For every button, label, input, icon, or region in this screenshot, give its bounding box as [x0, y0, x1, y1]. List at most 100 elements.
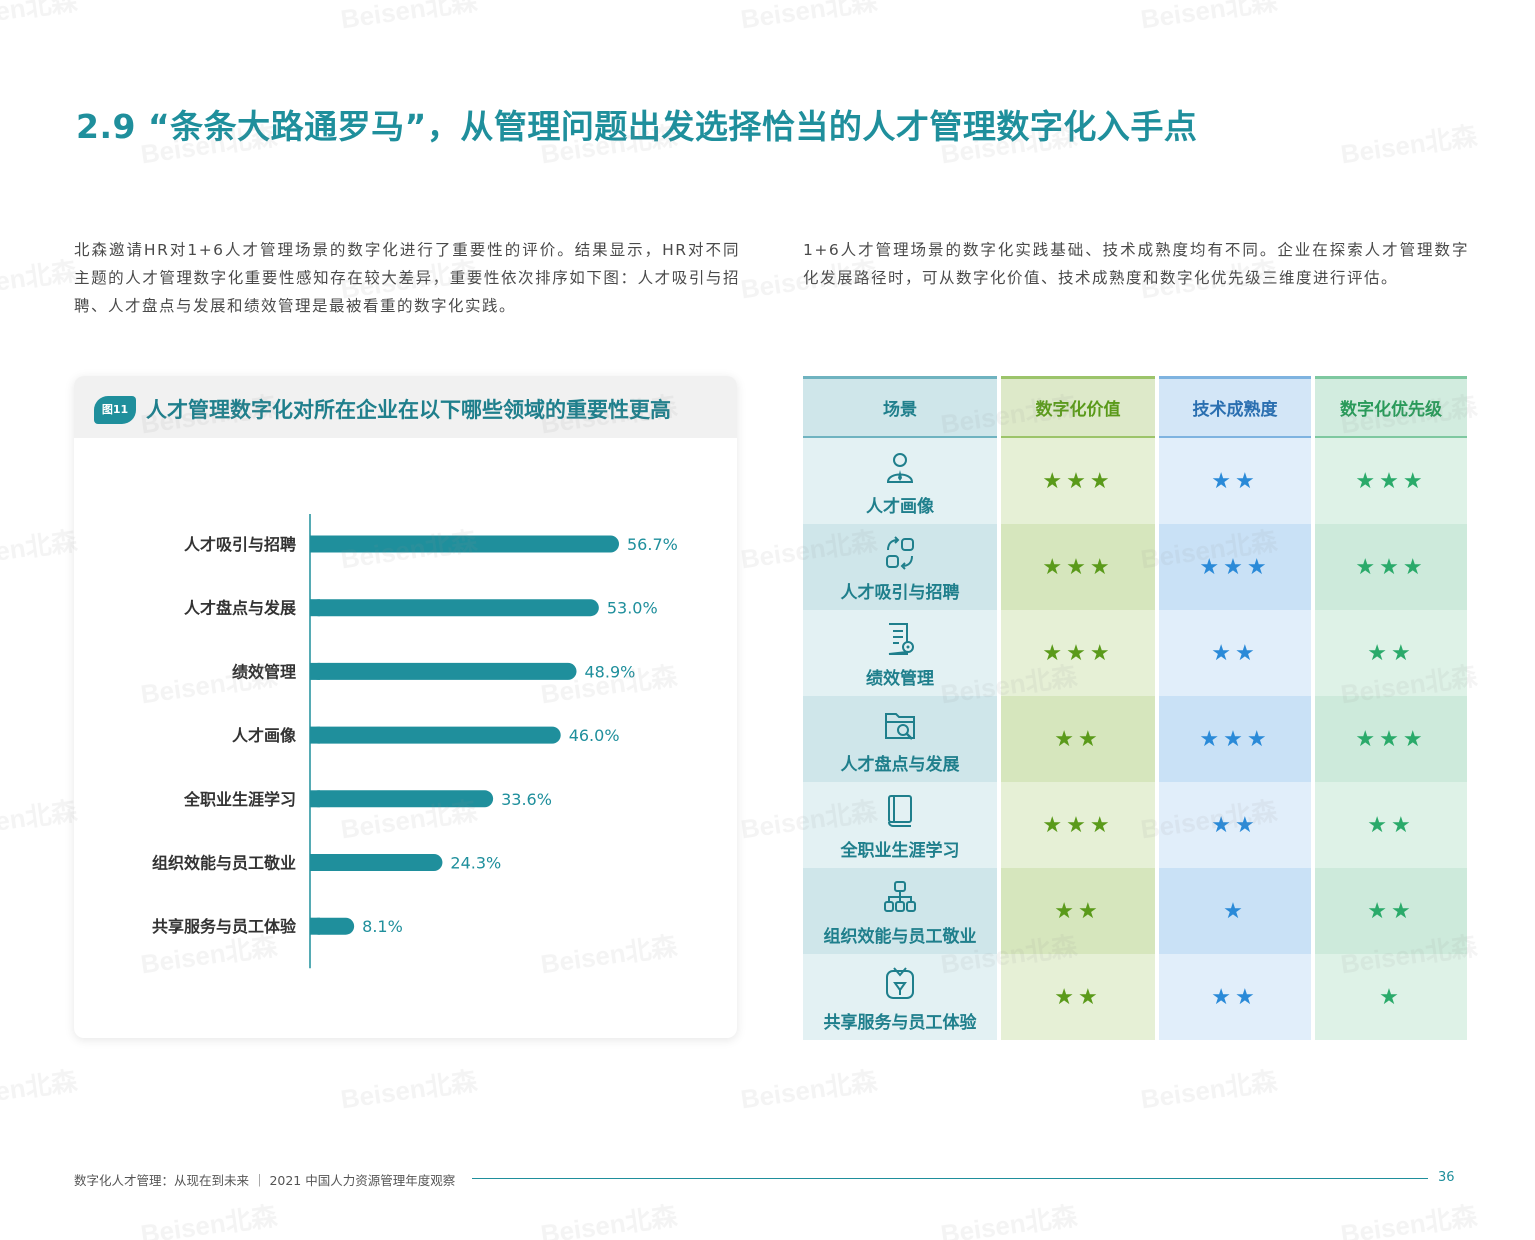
bar-chart: 人才吸引与招聘 56.7% 人才盘点与发展 53.0% 绩效管理 48.9% 人才画像 46.…: [152, 514, 678, 969]
bar: [310, 662, 577, 680]
scene-cell: 组织效能与员工敬业: [803, 868, 997, 954]
watermark-text: Beisen北森: [738, 0, 879, 35]
watermark-text: Beisen北森: [0, 255, 79, 305]
bar-category-label: 组织效能与员工敬业: [152, 854, 296, 873]
maturity-rating: ★★★: [1159, 524, 1311, 610]
person-icon: [886, 453, 914, 483]
figure-card: 图11 人才管理数字化对所在企业在以下哪些领域的重要性更高 人才吸引与招聘 56.…: [74, 376, 737, 1038]
intro-paragraph-left: 北森邀请HR对1+6人才管理场景的数字化进行了重要性的评价。结果显示，HR对不同…: [74, 241, 740, 315]
scene-cell: 人才画像: [803, 438, 997, 524]
bar-value-label: 33.6%: [501, 790, 552, 809]
scene-label: 人才吸引与招聘: [840, 583, 960, 603]
scene-label: 人才盘点与发展: [840, 755, 960, 775]
evaluation-table: 场景 人才画像 人才吸引与招聘 绩效管理 人才盘点与发展 全职业生涯学习 组织效能与员工敬业…: [803, 376, 1467, 1040]
scene-label: 全职业生涯学习: [840, 841, 960, 861]
maturity-rating: ★★: [1159, 782, 1311, 868]
maturity-rating: ★★★: [1159, 696, 1311, 782]
watermark-text: Beisen北森: [1138, 0, 1279, 35]
value-column: 数字化价值 ★★★ ★★★ ★★★ ★★ ★★★ ★★ ★★: [1001, 376, 1155, 1040]
value-rating: ★★★: [1001, 610, 1155, 696]
bar-category-label: 人才盘点与发展: [184, 599, 297, 618]
footer-text: 数字化人才管理：从现在到未来 ｜ 2021 中国人力资源管理年度观察: [74, 1173, 456, 1188]
bar-left-edge: [310, 790, 320, 808]
watermark-text: Beisen北森: [138, 1200, 279, 1240]
value-rating: ★★: [1001, 868, 1155, 954]
priority-rating: ★★: [1315, 610, 1467, 696]
bar-value-label: 46.0%: [569, 726, 620, 745]
scene-cell: 人才盘点与发展: [803, 696, 997, 782]
book-icon: [888, 795, 912, 827]
maturity-rating: ★★: [1159, 954, 1311, 1040]
bar-left-edge: [310, 726, 320, 744]
priority-rating: ★★: [1315, 868, 1467, 954]
org-chart-icon: [884, 881, 916, 912]
watermark-text: Beisen北森: [338, 1065, 479, 1115]
recruit-cycle-icon: [886, 536, 914, 570]
priority-rating: ★★★: [1315, 438, 1467, 524]
table-header-cell: 技术成熟度: [1159, 376, 1311, 438]
scene-cell: 全职业生涯学习: [803, 782, 997, 868]
value-rating: ★★★: [1001, 524, 1155, 610]
maturity-rating: ★: [1159, 868, 1311, 954]
bar-category-label: 共享服务与员工体验: [152, 917, 297, 936]
bar: [310, 535, 620, 553]
bar-category-label: 绩效管理: [232, 662, 296, 681]
value-rating: ★★★: [1001, 782, 1155, 868]
bar-value-label: 8.1%: [362, 917, 403, 936]
watermark-text: Beisen北森: [738, 1065, 879, 1115]
scene-column: 场景 人才画像 人才吸引与招聘 绩效管理 人才盘点与发展 全职业生涯学习 组织效能与员工敬业…: [803, 376, 997, 1040]
bar-left-edge: [310, 535, 320, 553]
bar: [310, 599, 599, 617]
watermark-text: Beisen北森: [338, 0, 479, 35]
watermark-text: Beisen北森: [1138, 1065, 1279, 1115]
figure-title: 人才管理数字化对所在企业在以下哪些领域的重要性更高: [146, 398, 671, 422]
scene-cell: 绩效管理: [803, 610, 997, 696]
bar-category-label: 人才吸引与招聘: [184, 535, 296, 554]
bar-value-label: 24.3%: [450, 854, 501, 873]
intro-paragraph-right: 1+6人才管理场景的数字化实践基础、技术成熟度均有不同。企业在探索人才管理数字化…: [803, 241, 1469, 287]
maturity-rating: ★★: [1159, 610, 1311, 696]
maturity-column: 技术成熟度 ★★ ★★★ ★★ ★★★ ★★ ★ ★★: [1159, 376, 1311, 1040]
watermark-text: Beisen北森: [0, 1065, 79, 1115]
maturity-rating: ★★: [1159, 438, 1311, 524]
watermark-text: Beisen北森: [938, 1200, 1079, 1240]
bar-left-edge: [310, 662, 320, 680]
scene-label: 组织效能与员工敬业: [823, 927, 977, 947]
bar: [310, 854, 443, 871]
scene-cell: 共享服务与员工体验: [803, 954, 997, 1040]
scene-cell: 人才吸引与招聘: [803, 524, 997, 610]
bar: [310, 790, 494, 808]
bar-category-label: 人才画像: [232, 726, 297, 745]
watermark-text: Beisen北森: [0, 0, 79, 35]
scene-label: 人才画像: [866, 497, 934, 517]
priority-column: 数字化优先级 ★★★ ★★★ ★★ ★★★ ★★ ★★ ★: [1315, 376, 1467, 1040]
figure-badge: 图11: [94, 396, 136, 424]
watermark-text: Beisen北森: [538, 1200, 679, 1240]
bar-left-edge: [310, 599, 320, 617]
bar-category-label: 全职业生涯学习: [183, 790, 296, 809]
folder-search-icon: [885, 713, 915, 740]
priority-rating: ★★★: [1315, 696, 1467, 782]
watermark-text: Beisen北森: [0, 795, 79, 845]
bar-value-label: 48.9%: [585, 662, 636, 681]
service-badge-icon: [886, 967, 914, 999]
page-number: 36: [1438, 1170, 1455, 1185]
bar-left-edge: [310, 854, 320, 871]
scene-label: 绩效管理: [866, 669, 934, 689]
bar-value-label: 56.7%: [627, 535, 678, 554]
bar-value-label: 53.0%: [607, 599, 658, 618]
priority-rating: ★★: [1315, 782, 1467, 868]
priority-rating: ★: [1315, 954, 1467, 1040]
footer-divider: [472, 1178, 1428, 1179]
bar: [310, 726, 561, 744]
bar-left-edge: [310, 917, 320, 935]
document-gear-icon: [888, 623, 914, 655]
table-header-cell: 数字化优先级: [1315, 376, 1467, 438]
value-rating: ★★★: [1001, 438, 1155, 524]
watermark-text: Beisen北森: [0, 525, 79, 575]
figure-header: 图11 人才管理数字化对所在企业在以下哪些领域的重要性更高: [74, 376, 737, 438]
priority-rating: ★★★: [1315, 524, 1467, 610]
table-header-cell: 数字化价值: [1001, 376, 1155, 438]
scene-label: 共享服务与员工体验: [823, 1013, 977, 1033]
watermark-text: Beisen北森: [1338, 1200, 1479, 1240]
